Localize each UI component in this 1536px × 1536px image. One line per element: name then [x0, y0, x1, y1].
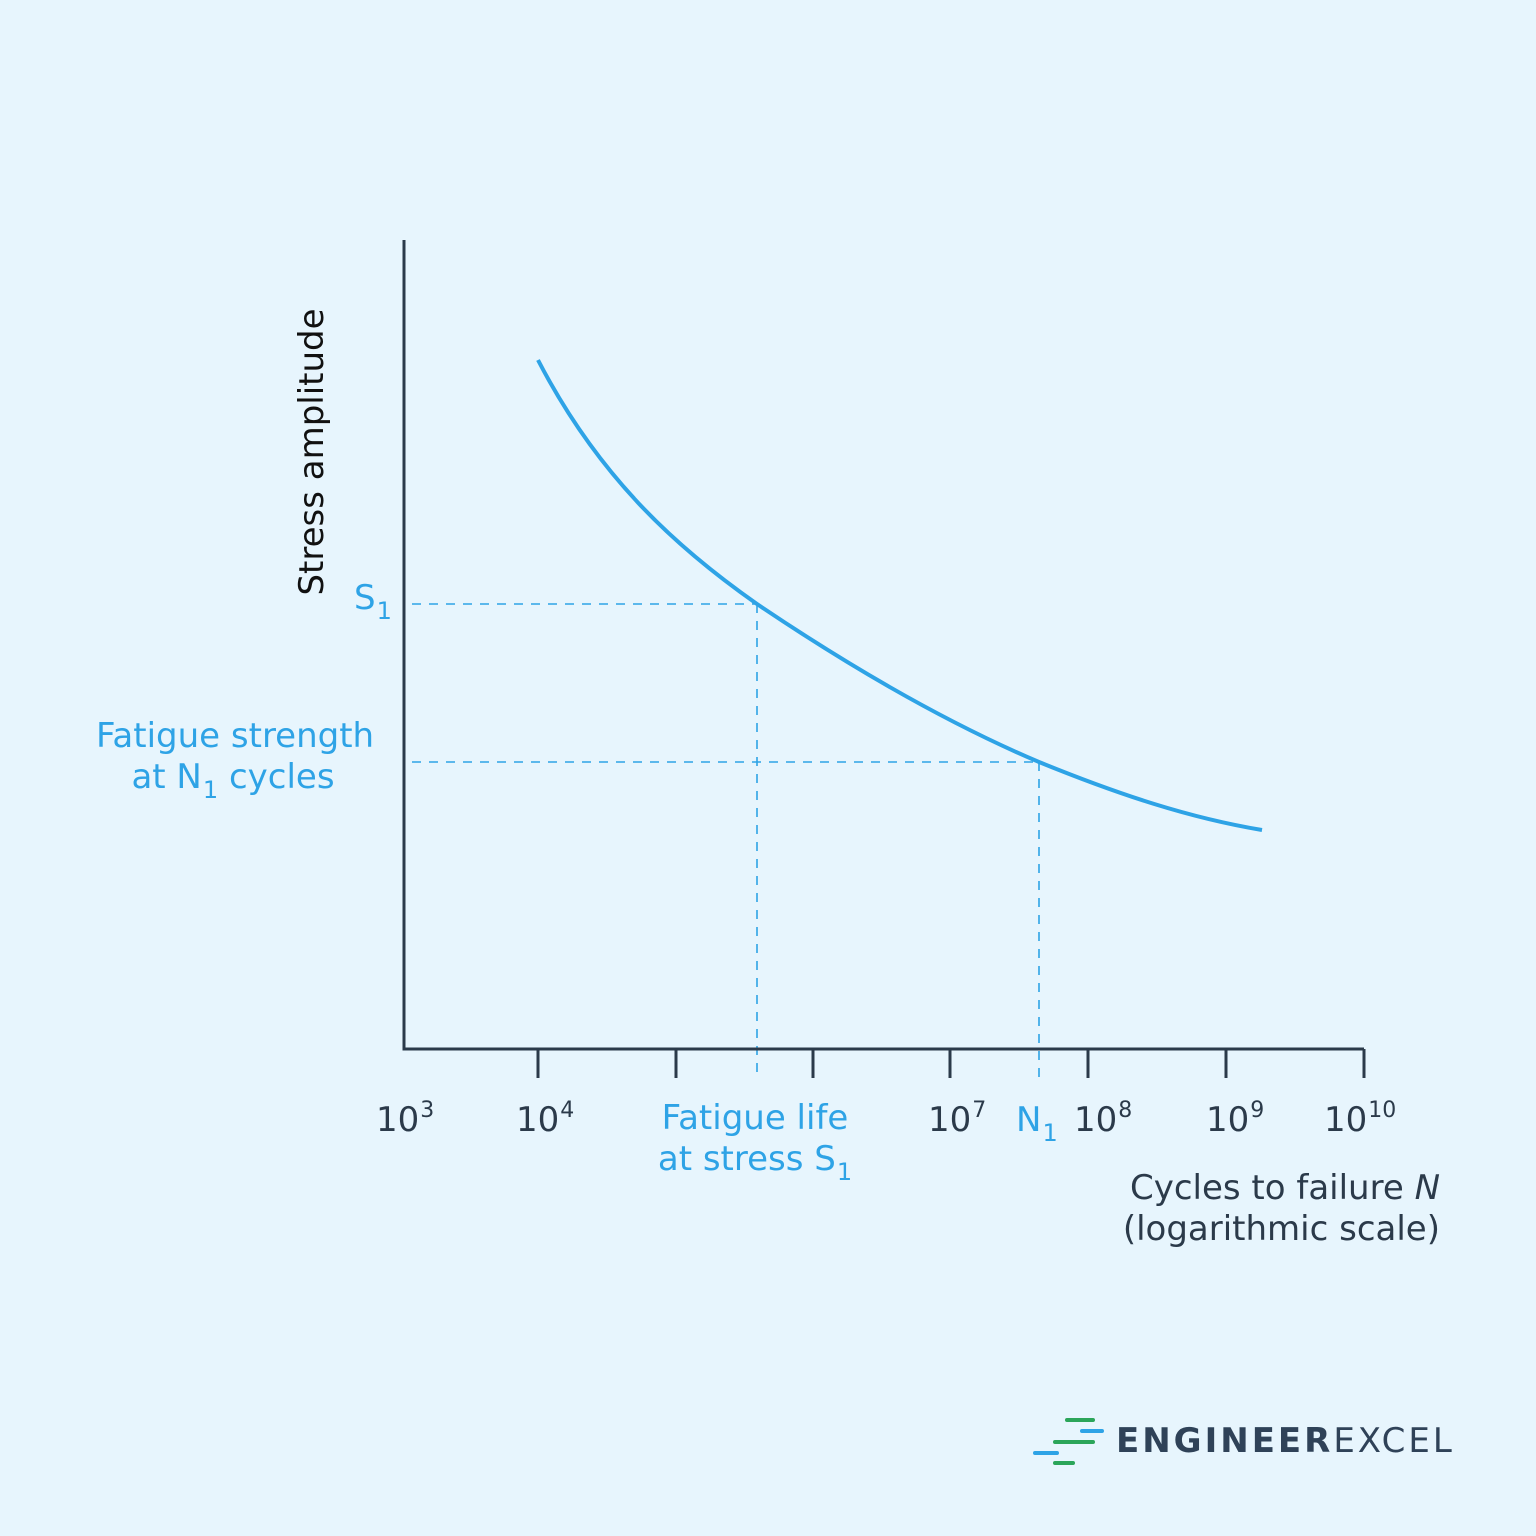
- tick-label-1e3: 103: [376, 1098, 435, 1140]
- y-axis-label: Stress amplitude: [292, 308, 332, 596]
- tick-label-1e10: 1010: [1324, 1098, 1397, 1140]
- axes: [402, 240, 1366, 1078]
- tick-label-1e7: 107: [928, 1098, 987, 1140]
- tick-label-1e8: 108: [1074, 1098, 1133, 1140]
- sn-curve: [536, 359, 1263, 832]
- x-axis-label: Cycles to failure N (logarithmic scale): [1122, 1168, 1440, 1249]
- logo-text: ENGINEEREXCEL: [1116, 1421, 1455, 1461]
- guide-lines: [412, 603, 1040, 1078]
- logo-mark-icon: [1033, 1418, 1104, 1465]
- n1-label: N1: [1016, 1100, 1058, 1147]
- axis-lines: [402, 240, 1364, 1051]
- fatigue-life-label: Fatigue life at stress S1: [657, 1098, 853, 1186]
- tick-label-1e9: 109: [1206, 1098, 1265, 1140]
- fatigue-strength-label: Fatigue strength at N1 cycles: [96, 716, 375, 804]
- s1-label: S1: [354, 578, 392, 625]
- engineerexcel-logo: ENGINEEREXCEL: [1030, 1415, 1452, 1467]
- tick-label-1e4: 104: [516, 1098, 575, 1140]
